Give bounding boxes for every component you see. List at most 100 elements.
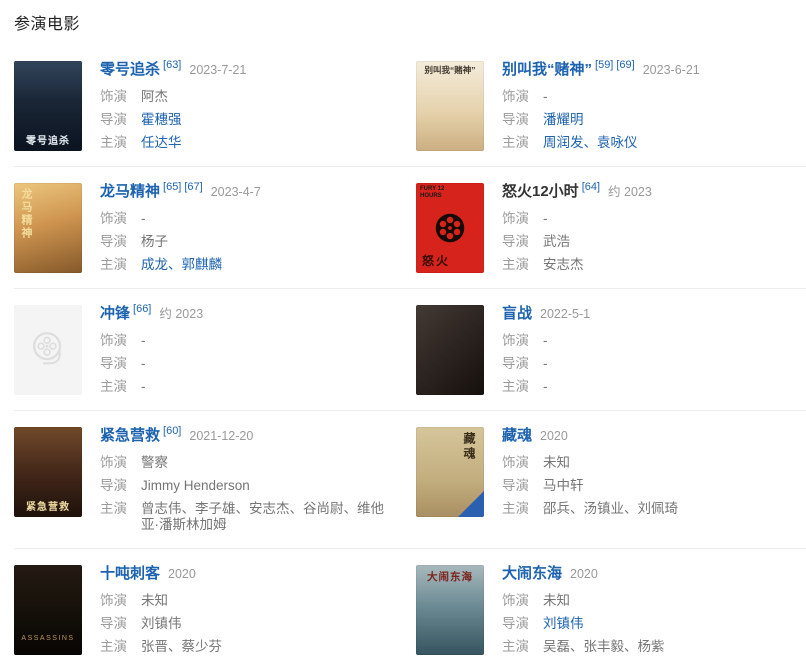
poster-caption: ASSASSINS xyxy=(21,635,75,642)
stars-value: 邵兵、汤镇业、刘佩琦 xyxy=(543,501,678,516)
release-date: 2022-5-1 xyxy=(540,307,591,321)
movie-title-line: 别叫我“赌神” [59] [69] 2023-6-21 xyxy=(502,58,796,79)
movie-info: 别叫我“赌神” [59] [69] 2023-6-21 饰演 - 导演 潘耀明 主演 … xyxy=(502,58,806,151)
director-line: 导演 霍穗强 xyxy=(100,112,394,128)
director-value: - xyxy=(141,356,146,371)
stars-label: 主演 xyxy=(100,379,127,394)
poster-caption: 别叫我“赌神” xyxy=(424,65,476,75)
movie-info: 零号追杀 [63] 2023-7-21 饰演 阿杰 导演 霍穗强 主演 任达华 xyxy=(100,58,404,151)
movie-card: 大闹东海 大闹东海 2020 饰演 未知 导演 刘镇伟 主演 吴磊、张丰毅、杨紫 xyxy=(416,565,806,655)
role-line: 饰演 - xyxy=(100,333,394,349)
poster-caption: 怒火 xyxy=(422,254,451,268)
movie-row: 零号追杀 零号追杀 [63] 2023-7-21 饰演 阿杰 导演 霍穗强 主演 任… xyxy=(14,45,806,167)
stars-value: 曾志伟、李子雄、安志杰、谷尚尉、维他亚·潘斯林加姆 xyxy=(141,501,384,532)
director-label: 导演 xyxy=(502,478,529,493)
citation-ref[interactable]: [60] xyxy=(163,424,182,437)
movie-info: 冲锋 [66] 约 2023 饰演 - 导演 - 主演 - xyxy=(100,302,404,395)
movie-card: FURY 12 HOURS 怒火 怒火12小时 [64] 约 2023 饰演 - 导… xyxy=(416,180,806,273)
director-value[interactable]: 潘耀明 xyxy=(543,112,584,127)
movie-poster[interactable]: 紧急营救 xyxy=(14,427,82,517)
citation-ref[interactable]: [65] xyxy=(163,180,182,193)
film-reel-icon xyxy=(32,332,62,365)
movie-poster-placeholder[interactable] xyxy=(14,305,82,395)
role-line: 饰演 未知 xyxy=(502,455,796,471)
director-line: 导演 - xyxy=(502,356,796,372)
role-label: 饰演 xyxy=(100,333,127,348)
stars-value[interactable]: 成龙、郭麒麟 xyxy=(141,257,222,272)
stars-line: 主演 曾志伟、李子雄、安志杰、谷尚尉、维他亚·潘斯林加姆 xyxy=(100,501,394,533)
movie-card: 零号追杀 零号追杀 [63] 2023-7-21 饰演 阿杰 导演 霍穗强 主演 任… xyxy=(14,58,404,151)
citation-ref[interactable]: [67] xyxy=(184,180,203,193)
movie-info: 龙马精神 [65] [67] 2023-4-7 饰演 - 导演 杨子 主演 成龙、郭麒… xyxy=(100,180,404,273)
stars-line: 主演 张晋、蔡少芬 xyxy=(100,639,394,655)
role-value: 警察 xyxy=(141,455,168,470)
director-line: 导演 刘镇伟 xyxy=(100,616,394,632)
director-line: 导演 武浩 xyxy=(502,234,796,250)
movie-card: 别叫我“赌神” 别叫我“赌神” [59] [69] 2023-6-21 饰演 - 导演… xyxy=(416,58,806,151)
stars-label: 主演 xyxy=(100,639,127,654)
citation-ref[interactable]: [63] xyxy=(163,58,182,71)
director-value: Jimmy Henderson xyxy=(141,478,250,493)
movie-info: 十吨刺客 2020 饰演 未知 导演 刘镇伟 主演 张晋、蔡少芬 xyxy=(100,565,404,655)
movie-title-line: 十吨刺客 2020 xyxy=(100,565,394,583)
role-label: 饰演 xyxy=(502,333,529,348)
director-line: 导演 刘镇伟 xyxy=(502,616,796,632)
movie-title-line: 零号追杀 [63] 2023-7-21 xyxy=(100,58,394,79)
movie-poster[interactable]: 零号追杀 xyxy=(14,61,82,151)
director-label: 导演 xyxy=(502,234,529,249)
stars-value: 安志杰 xyxy=(543,257,584,272)
director-value: 武浩 xyxy=(543,234,570,249)
stars-value[interactable]: 任达华 xyxy=(141,135,182,150)
movie-title-link[interactable]: 冲锋 xyxy=(100,305,131,322)
movie-title-link[interactable]: 紧急营救 xyxy=(100,427,161,444)
release-date: 2020 xyxy=(570,567,598,581)
movie-poster[interactable]: 藏魂 xyxy=(416,427,484,517)
role-line: 饰演 未知 xyxy=(100,593,394,609)
movie-poster[interactable] xyxy=(416,305,484,395)
citation-ref[interactable]: [59] xyxy=(595,58,614,71)
director-value: 马中轩 xyxy=(543,478,584,493)
poster-caption: 藏魂 xyxy=(462,432,476,462)
citation-ref[interactable]: [69] xyxy=(616,58,635,71)
role-value: - xyxy=(543,211,548,226)
role-label: 饰演 xyxy=(502,211,529,226)
movie-title-link[interactable]: 龙马精神 xyxy=(100,183,161,200)
movie-card: 紧急营救 紧急营救 [60] 2021-12-20 饰演 警察 导演 Jimmy H… xyxy=(14,424,404,533)
section-title: 参演电影 xyxy=(14,16,81,33)
role-line: 饰演 - xyxy=(502,333,796,349)
citation-ref[interactable]: [64] xyxy=(581,180,601,193)
role-label: 饰演 xyxy=(100,593,127,608)
movie-poster[interactable]: FURY 12 HOURS 怒火 xyxy=(416,183,484,273)
role-value: - xyxy=(543,89,548,104)
movie-poster[interactable]: 大闹东海 xyxy=(416,565,484,655)
role-label: 饰演 xyxy=(502,455,529,470)
director-line: 导演 马中轩 xyxy=(502,478,796,494)
movie-title-line: 大闹东海 2020 xyxy=(502,565,796,583)
movie-title-link[interactable]: 大闹东海 xyxy=(502,565,563,582)
director-value[interactable]: 霍穗强 xyxy=(141,112,182,127)
movie-title-line: 藏魂 2020 xyxy=(502,427,796,445)
role-line: 饰演 未知 xyxy=(502,593,796,609)
director-line: 导演 Jimmy Henderson xyxy=(100,478,394,494)
movie-poster[interactable]: ASSASSINS xyxy=(14,565,82,655)
director-label: 导演 xyxy=(100,234,127,249)
director-value[interactable]: 刘镇伟 xyxy=(543,616,584,631)
stars-line: 主演 邵兵、汤镇业、刘佩琦 xyxy=(502,501,796,517)
director-label: 导演 xyxy=(502,112,529,127)
movie-poster[interactable]: 别叫我“赌神” xyxy=(416,61,484,151)
movie-title-line: 盲战 2022-5-1 xyxy=(502,305,796,323)
director-label: 导演 xyxy=(502,616,529,631)
movie-title-link[interactable]: 别叫我“赌神” xyxy=(502,61,593,78)
stars-value: - xyxy=(543,379,548,394)
movie-title-link[interactable]: 零号追杀 xyxy=(100,61,161,78)
movie-title-link[interactable]: 十吨刺客 xyxy=(100,565,161,582)
stars-label: 主演 xyxy=(502,639,529,654)
movie-title-link[interactable]: 盲战 xyxy=(502,305,533,322)
poster-caption-secondary: FURY 12 HOURS xyxy=(420,186,445,199)
citation-ref[interactable]: [66] xyxy=(133,302,152,315)
movie-poster[interactable]: 龙马精神 xyxy=(14,183,82,273)
stars-line: 主演 任达华 xyxy=(100,135,394,151)
stars-value[interactable]: 周润发、袁咏仪 xyxy=(543,135,638,150)
movie-title-link[interactable]: 藏魂 xyxy=(502,427,533,444)
release-date: 2021-12-20 xyxy=(189,429,254,443)
